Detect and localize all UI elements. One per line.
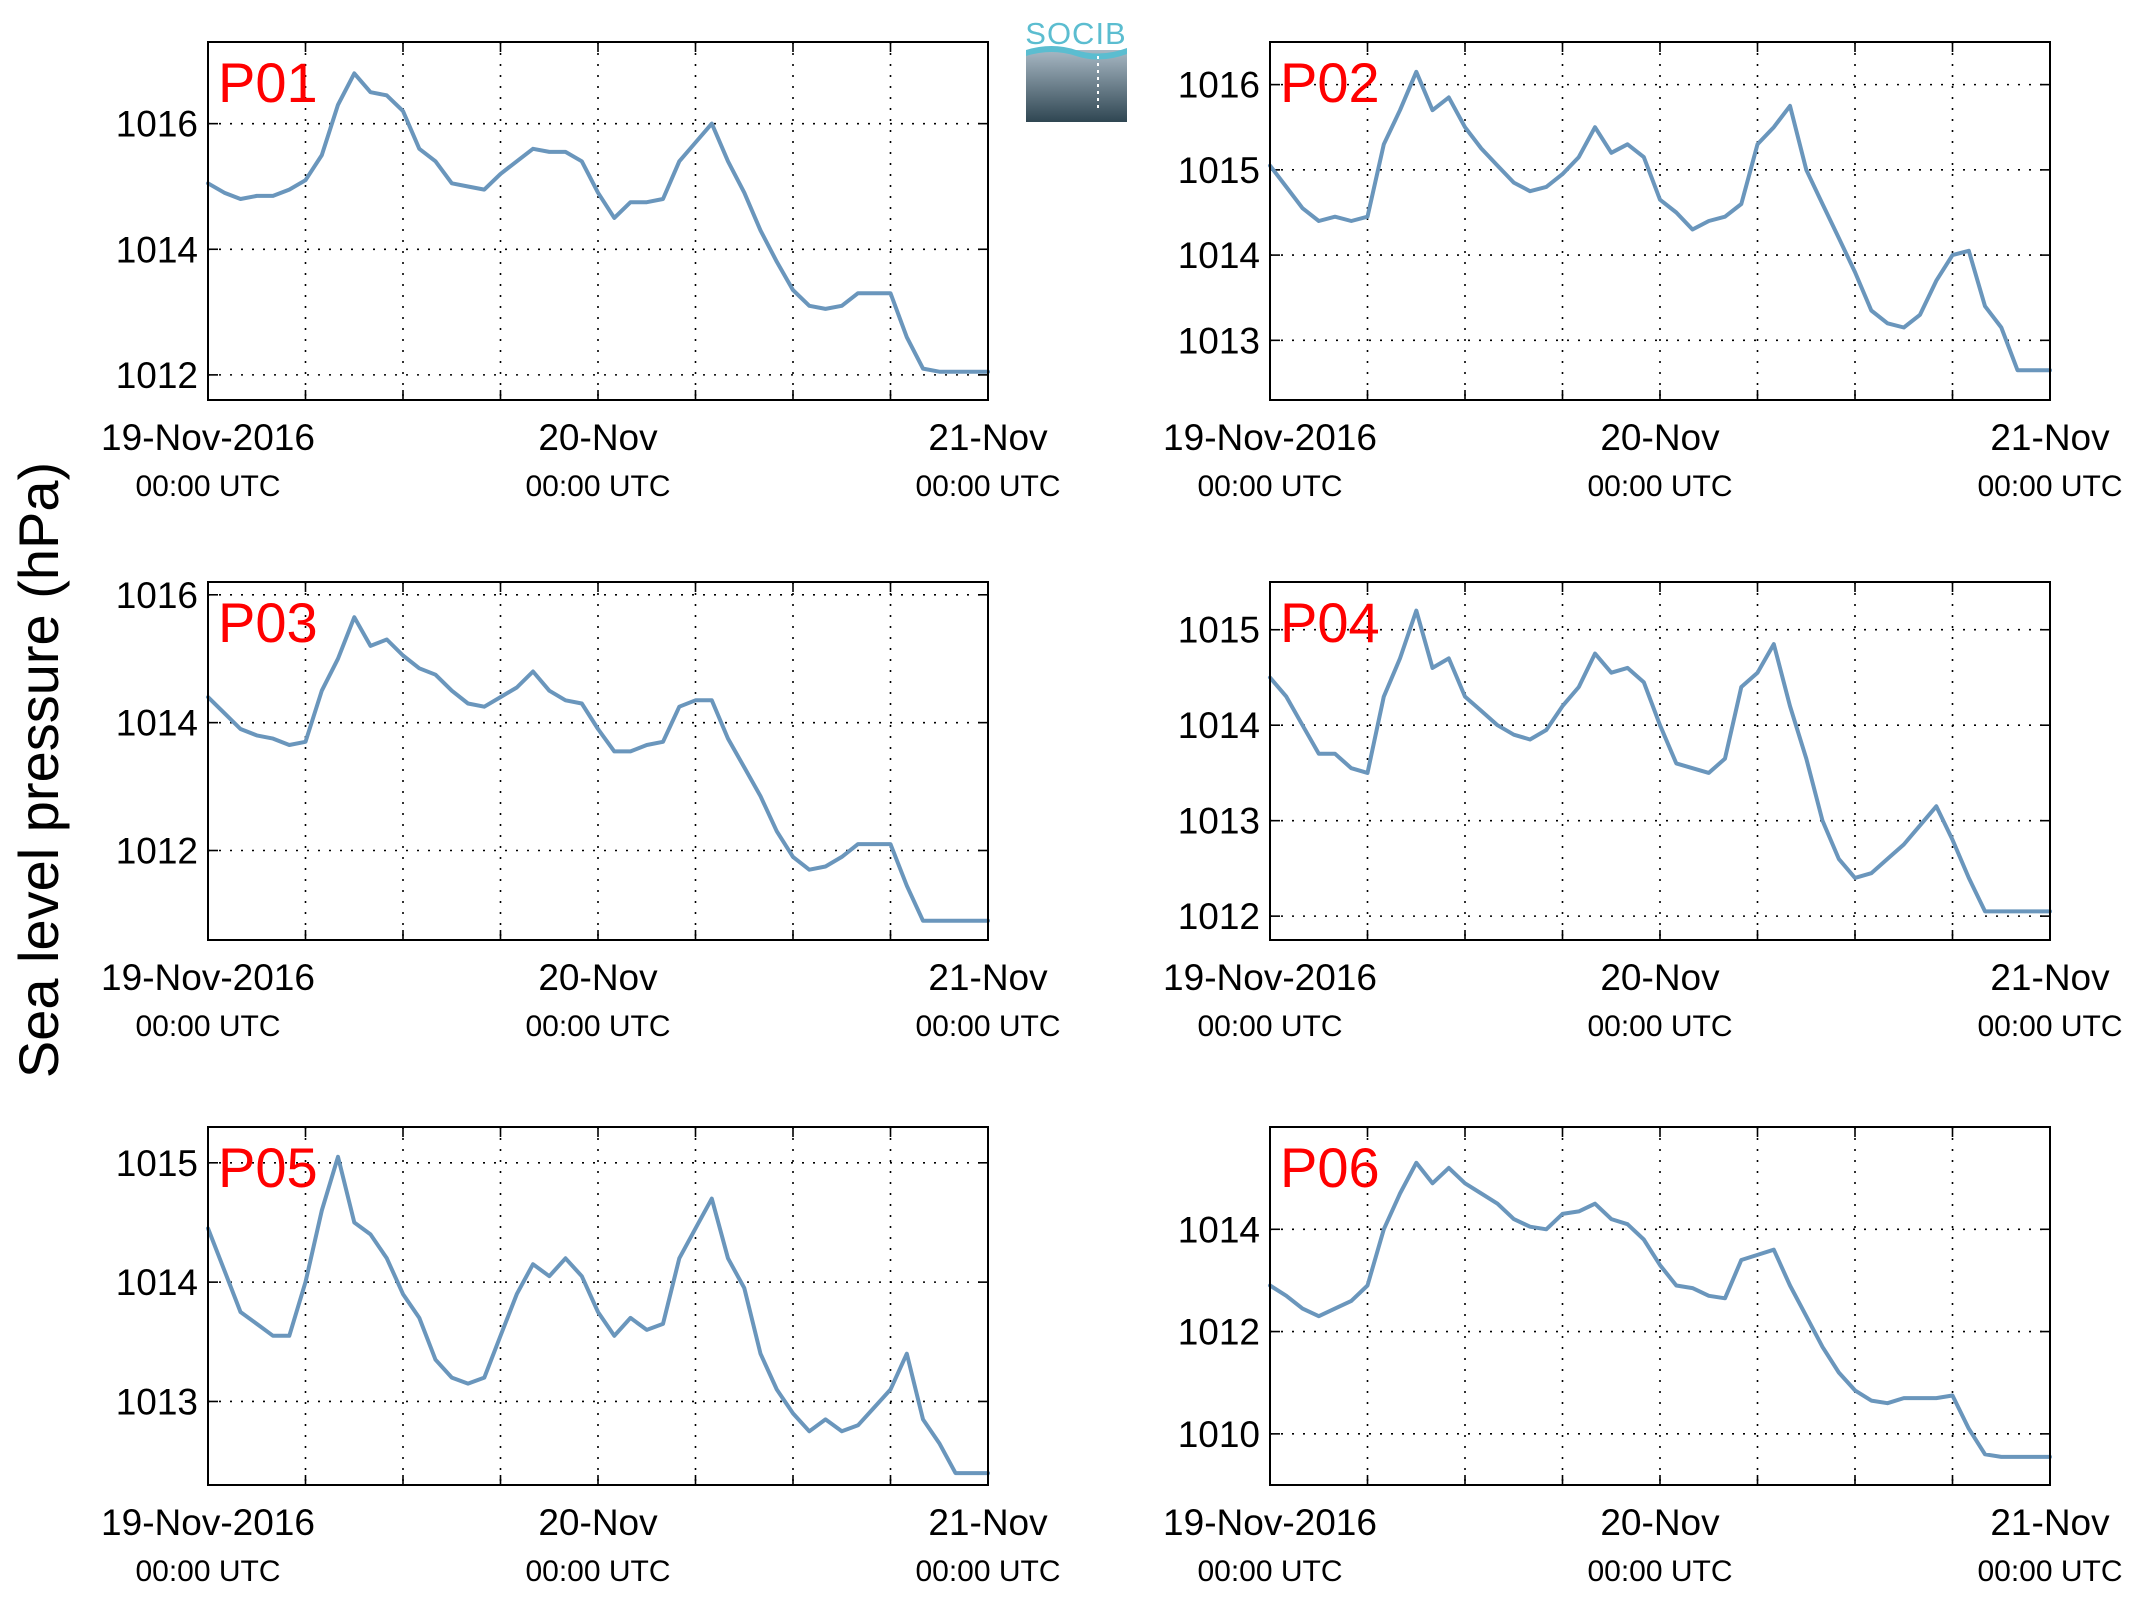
x-tick-sublabel: 00:00 UTC (1587, 1555, 1732, 1588)
y-tick-label: 1014 (116, 703, 198, 744)
y-axis-label: Sea level pressure (hPa) (7, 462, 70, 1078)
series-line-p06 (1268, 1160, 2052, 1459)
panel-label: P03 (218, 591, 318, 654)
series-line-p01 (206, 71, 990, 374)
axes-box (207, 581, 989, 941)
y-tick-label: 1010 (1178, 1414, 1260, 1455)
panel-label: P01 (218, 51, 318, 114)
series-line-p04 (1268, 608, 2052, 914)
y-tick-label: 1016 (116, 575, 198, 616)
x-tick-label: 20-Nov (1600, 417, 1720, 458)
series-line-p02 (1268, 69, 2052, 373)
panel-p01: 1012 1014 1016 19-Nov-2016 00:00 UTC 20-Nov 00… (101, 41, 1061, 503)
logo-wave (1026, 46, 1127, 60)
x-tick-sublabel: 00:00 UTC (1197, 470, 1342, 503)
series-line-p05 (206, 1154, 990, 1476)
x-tick-sublabel: 00:00 UTC (915, 1010, 1060, 1043)
x-tick-label: 19-Nov-2016 (1163, 1502, 1377, 1543)
x-tick-sublabel: 00:00 UTC (525, 1010, 670, 1043)
panel-label: P04 (1280, 591, 1380, 654)
axes-box (207, 41, 989, 401)
x-tick-sublabel: 00:00 UTC (1197, 1010, 1342, 1043)
y-tick-label: 1013 (1178, 320, 1260, 361)
y-tick-label: 1012 (116, 355, 198, 396)
y-tick-label: 1016 (116, 104, 198, 145)
y-tick-label: 1012 (1178, 1312, 1260, 1353)
axes-box (1269, 1126, 2051, 1486)
x-tick-label: 21-Nov (928, 417, 1048, 458)
x-tick-label: 19-Nov-2016 (101, 417, 315, 458)
axes-box (207, 1126, 989, 1486)
x-tick-sublabel: 00:00 UTC (525, 1555, 670, 1588)
panel-p06: 1010 1012 1014 19-Nov-2016 00:00 UTC 20-Nov 00… (1163, 1126, 2123, 1588)
y-tick-label: 1012 (116, 831, 198, 872)
x-tick-sublabel: 00:00 UTC (1197, 1555, 1342, 1588)
y-tick-label: 1015 (1178, 150, 1260, 191)
x-tick-label: 20-Nov (538, 417, 658, 458)
x-tick-label: 19-Nov-2016 (1163, 957, 1377, 998)
y-tick-label: 1014 (1178, 1209, 1260, 1250)
panel-label: P06 (1280, 1136, 1380, 1199)
x-tick-label: 21-Nov (1990, 417, 2110, 458)
x-tick-sublabel: 00:00 UTC (1977, 1555, 2122, 1588)
y-tick-label: 1012 (1178, 896, 1260, 937)
x-tick-sublabel: 00:00 UTC (1977, 1010, 2122, 1043)
series-line-p03 (206, 615, 990, 923)
x-tick-label: 19-Nov-2016 (101, 957, 315, 998)
x-tick-label: 20-Nov (538, 1502, 658, 1543)
axes-box (1269, 41, 2051, 401)
panel-p03: 1012 1014 1016 19-Nov-2016 00:00 UTC 20-Nov 00… (101, 575, 1060, 1043)
panel-p04: 1012 1013 1014 1015 19-Nov-2016 00:00 UTC 20-N… (1163, 581, 2123, 1043)
panel-label: P05 (218, 1136, 318, 1199)
y-tick-label: 1014 (1178, 705, 1260, 746)
axes-box (1269, 581, 2051, 941)
socib-logo: SOCIB (1025, 16, 1127, 122)
x-tick-sublabel: 00:00 UTC (1587, 470, 1732, 503)
x-tick-label: 20-Nov (1600, 1502, 1720, 1543)
x-tick-sublabel: 00:00 UTC (135, 1555, 280, 1588)
y-tick-label: 1015 (116, 1143, 198, 1184)
panels: 1012 1014 1016 19-Nov-2016 00:00 UTC 20-Nov 00… (101, 41, 2123, 1588)
y-tick-label: 1014 (1178, 235, 1260, 276)
x-tick-label: 21-Nov (1990, 957, 2110, 998)
y-tick-label: 1016 (1178, 65, 1260, 106)
y-tick-label: 1015 (1178, 610, 1260, 651)
x-tick-label: 21-Nov (1990, 1502, 2110, 1543)
x-tick-sublabel: 00:00 UTC (135, 470, 280, 503)
logo-text: SOCIB (1025, 16, 1126, 51)
x-tick-sublabel: 00:00 UTC (135, 1010, 280, 1043)
panel-p05: 1013 1014 1015 19-Nov-2016 00:00 UTC 20-Nov 00… (101, 1126, 1061, 1588)
x-tick-sublabel: 00:00 UTC (1587, 1010, 1732, 1043)
x-tick-label: 21-Nov (928, 957, 1048, 998)
y-tick-label: 1013 (1178, 801, 1260, 842)
x-tick-sublabel: 00:00 UTC (915, 1555, 1060, 1588)
logo-block (1026, 50, 1127, 122)
y-tick-label: 1014 (116, 1262, 198, 1303)
y-tick-label: 1013 (116, 1381, 198, 1422)
x-tick-sublabel: 00:00 UTC (915, 470, 1060, 503)
x-tick-label: 20-Nov (538, 957, 658, 998)
y-tick-label: 1014 (116, 229, 198, 270)
x-tick-sublabel: 00:00 UTC (1977, 470, 2122, 503)
x-tick-label: 20-Nov (1600, 957, 1720, 998)
panel-p02: 1013 1014 1015 1016 19-Nov-2016 00:00 UTC 20-N… (1163, 41, 2123, 503)
x-tick-label: 19-Nov-2016 (101, 1502, 315, 1543)
panel-label: P02 (1280, 51, 1380, 114)
x-tick-label: 19-Nov-2016 (1163, 417, 1377, 458)
x-tick-label: 21-Nov (928, 1502, 1048, 1543)
x-tick-sublabel: 00:00 UTC (525, 470, 670, 503)
